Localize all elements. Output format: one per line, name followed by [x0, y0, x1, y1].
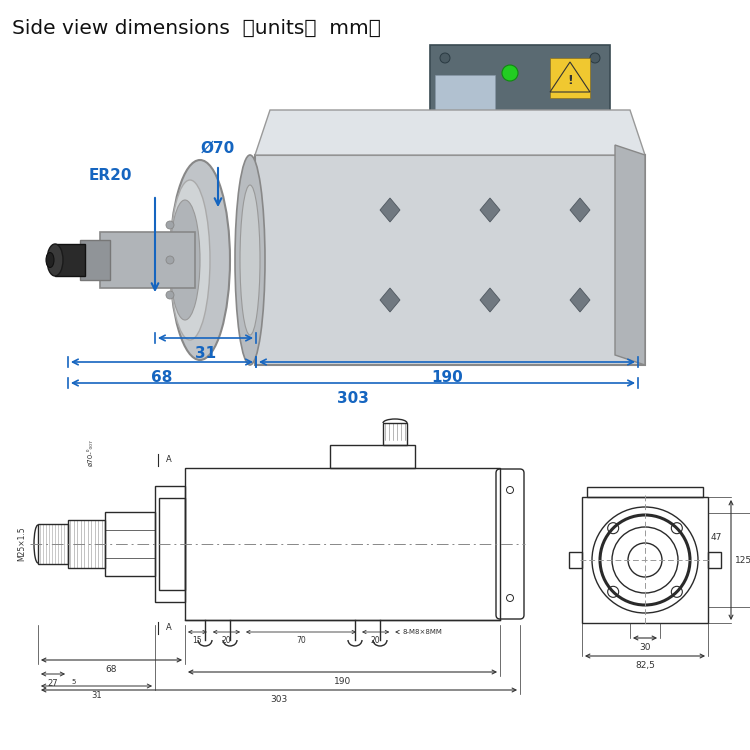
Ellipse shape	[46, 253, 54, 268]
Text: A: A	[166, 623, 172, 632]
Ellipse shape	[170, 200, 200, 320]
Ellipse shape	[240, 185, 260, 335]
Text: 82,5: 82,5	[635, 661, 655, 670]
Text: 68: 68	[106, 665, 117, 674]
Text: 27: 27	[48, 679, 58, 688]
Text: 20: 20	[370, 636, 380, 645]
Text: ER20: ER20	[88, 167, 132, 182]
Text: 8-M8×8MM: 8-M8×8MM	[402, 629, 442, 635]
Text: Side view dimensions  （units：  mm）: Side view dimensions （units： mm）	[12, 19, 381, 38]
Bar	[430, 45, 610, 155]
Circle shape	[166, 256, 174, 264]
Text: 5: 5	[71, 679, 75, 685]
Bar	[435, 75, 495, 110]
Polygon shape	[380, 198, 400, 222]
Bar	[155, 486, 185, 602]
Text: 190: 190	[334, 677, 351, 686]
Bar	[105, 512, 155, 576]
Polygon shape	[380, 288, 400, 312]
Bar	[159, 498, 185, 590]
Ellipse shape	[235, 155, 265, 365]
Ellipse shape	[170, 180, 210, 340]
Text: 47: 47	[711, 532, 722, 542]
Bar	[569, 552, 582, 568]
Polygon shape	[480, 198, 500, 222]
Text: M25×1.5: M25×1.5	[17, 526, 26, 561]
Text: 190: 190	[431, 370, 463, 385]
Text: 70: 70	[296, 636, 306, 645]
Polygon shape	[570, 288, 590, 312]
Bar	[587, 487, 703, 497]
Circle shape	[590, 53, 600, 63]
Bar	[255, 155, 645, 365]
Ellipse shape	[47, 244, 63, 276]
Bar	[38, 524, 68, 564]
Bar	[80, 240, 110, 280]
Bar	[708, 552, 721, 568]
Bar	[582, 497, 708, 623]
Polygon shape	[480, 288, 500, 312]
Text: Ø70: Ø70	[201, 140, 236, 155]
Bar	[550, 58, 590, 98]
Text: 68: 68	[152, 370, 172, 385]
Bar	[68, 520, 105, 568]
Circle shape	[166, 221, 174, 229]
Text: 303: 303	[337, 391, 369, 406]
Bar	[330, 445, 415, 468]
Polygon shape	[615, 145, 645, 365]
Bar	[55, 244, 85, 276]
Text: !: !	[567, 74, 573, 86]
Circle shape	[502, 65, 518, 81]
Bar	[100, 232, 195, 288]
Text: A: A	[166, 455, 172, 464]
Bar	[383, 423, 407, 445]
Polygon shape	[255, 110, 645, 155]
Bar	[185, 468, 500, 620]
Polygon shape	[550, 62, 590, 92]
Circle shape	[440, 135, 450, 145]
Ellipse shape	[170, 160, 230, 360]
Text: 303: 303	[270, 695, 288, 704]
Text: 125,5: 125,5	[735, 556, 750, 565]
Text: 31: 31	[195, 346, 216, 361]
Text: 30: 30	[639, 643, 651, 652]
Circle shape	[166, 291, 174, 299]
Text: 20: 20	[222, 636, 231, 645]
Text: ø70-⁰₀₀₇: ø70-⁰₀₀₇	[87, 440, 93, 466]
Text: 31: 31	[92, 691, 102, 700]
Circle shape	[440, 53, 450, 63]
Polygon shape	[570, 198, 590, 222]
Circle shape	[590, 135, 600, 145]
Text: 15: 15	[193, 636, 202, 645]
